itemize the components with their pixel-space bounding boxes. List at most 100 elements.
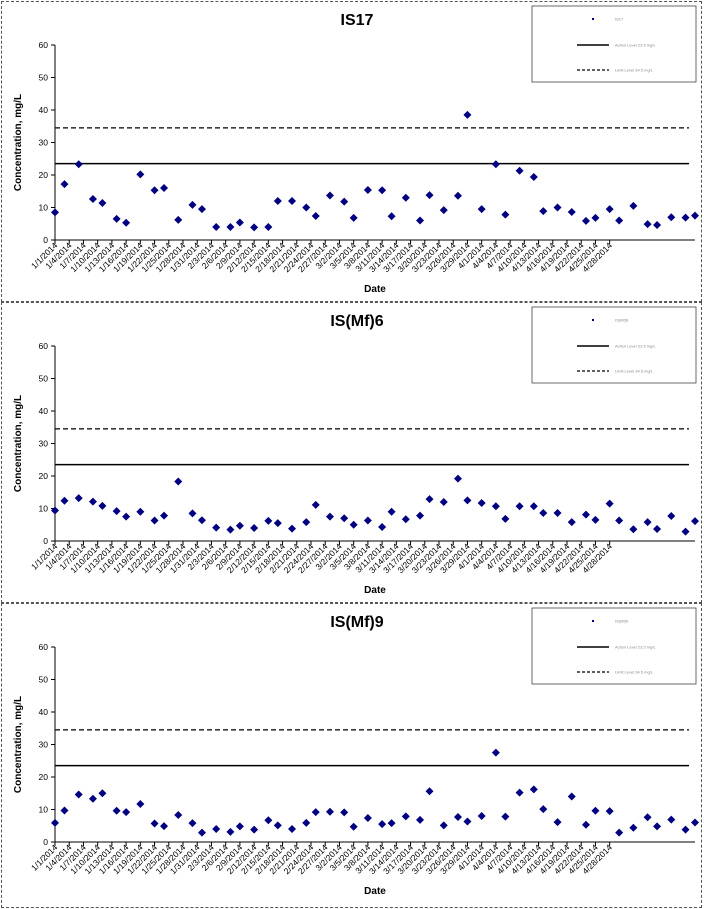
data-point: [288, 197, 297, 205]
data-point: [302, 518, 311, 527]
data-point: [273, 821, 282, 830]
data-point: [98, 198, 107, 207]
legend-entry: IS17: [615, 17, 624, 22]
y-tick-label: 60: [39, 341, 49, 351]
y-tick-label: 50: [39, 73, 49, 83]
legend-entry: Action Level 23.5 mg/L: [615, 43, 656, 48]
y-tick-label: 40: [39, 406, 49, 416]
data-point: [188, 509, 197, 518]
data-point: [174, 477, 183, 486]
data-point: [567, 792, 576, 801]
data-point: [363, 185, 372, 194]
x-axis-label: Date: [364, 585, 386, 596]
y-tick-label: 50: [39, 374, 49, 384]
data-point: [463, 817, 472, 826]
data-point: [235, 218, 244, 227]
data-point: [629, 201, 638, 210]
data-point: [264, 223, 273, 231]
data-point: [288, 524, 297, 533]
data-point: [581, 216, 590, 225]
legend-entry: IS(Mf)9: [615, 619, 629, 624]
y-tick-label: 40: [39, 707, 49, 717]
data-point: [667, 511, 676, 520]
y-tick-label: 30: [39, 138, 49, 148]
data-point: [501, 514, 510, 523]
data-point: [325, 807, 334, 816]
data-point: [416, 815, 425, 824]
data-point: [98, 501, 107, 510]
data-point: [425, 787, 434, 796]
legend-marker-swatch: [592, 319, 594, 321]
data-point: [235, 822, 244, 831]
legend-entry: Limit Level 34.5 mg/L: [615, 68, 654, 73]
data-point: [629, 823, 638, 832]
data-point: [401, 515, 410, 524]
data-point: [515, 166, 524, 175]
data-point: [529, 785, 538, 794]
legend-entry: Limit Level 34.5 mg/L: [615, 670, 654, 675]
data-point: [325, 512, 334, 521]
data-point: [160, 822, 169, 831]
data-point: [491, 502, 500, 511]
data-point: [477, 812, 486, 820]
data-point: [591, 213, 600, 222]
data-point: [643, 518, 652, 527]
y-axis-label: Concentration, mg/L: [13, 696, 24, 793]
data-point: [653, 221, 662, 230]
legend-box: [531, 5, 697, 83]
data-point: [615, 828, 624, 837]
data-point: [453, 474, 462, 483]
data-point: [691, 517, 699, 526]
legend-box: [531, 306, 697, 384]
x-axis-label: Date: [364, 886, 386, 897]
data-point: [477, 205, 486, 214]
data-point: [226, 525, 235, 534]
legend-entry: IS(Mf)6: [615, 318, 629, 323]
data-point: [160, 511, 169, 520]
data-point: [653, 524, 662, 533]
data-point: [378, 523, 387, 532]
data-point: [74, 160, 83, 169]
chart-panel-is-mf9: IS(Mf)9 IS(Mf)9 Action Level 23.5 mg/L Limi…: [1, 603, 702, 908]
data-point: [188, 819, 197, 828]
data-point: [491, 748, 500, 757]
data-point: [150, 186, 159, 195]
data-point: [667, 815, 676, 824]
data-point: [212, 523, 221, 532]
y-tick-label: 10: [39, 805, 49, 815]
data-point: [112, 214, 121, 223]
data-point: [387, 212, 396, 221]
data-point: [264, 816, 273, 825]
data-point: [197, 205, 206, 214]
data-point: [605, 205, 614, 214]
data-point: [51, 208, 59, 217]
data-point: [378, 820, 387, 829]
data-point: [273, 197, 282, 205]
data-point: [112, 507, 121, 516]
chart-is-mf9: IS(Mf)9 IS(Mf)9 Action Level 23.5 mg/L Limi…: [13, 607, 699, 897]
y-tick-label: 20: [39, 772, 49, 782]
data-point: [553, 818, 562, 827]
x-axis-label: Date: [364, 284, 386, 295]
data-point: [453, 812, 462, 821]
data-point: [197, 516, 206, 525]
data-point: [212, 223, 221, 231]
data-point: [88, 794, 97, 803]
data-point: [681, 825, 690, 834]
legend: IS(Mf)9 Action Level 23.5 mg/L Limit Level…: [531, 607, 697, 685]
data-point: [477, 498, 486, 507]
chart-panel-is17: IS17 IS17 Action Level 23.5 mg/L Limit Leve…: [1, 1, 702, 302]
data-point: [401, 812, 410, 821]
data-point: [197, 828, 206, 837]
data-point: [605, 807, 614, 816]
data-point: [615, 216, 624, 225]
data-point: [74, 494, 83, 503]
data-point: [136, 170, 145, 179]
data-point: [122, 808, 131, 817]
y-tick-label: 10: [39, 203, 49, 213]
chart-is17: IS17 IS17 Action Level 23.5 mg/L Limit Leve…: [13, 5, 699, 295]
data-point: [250, 825, 259, 834]
data-point: [150, 516, 159, 525]
y-tick-label: 20: [39, 471, 49, 481]
data-point: [122, 512, 131, 521]
